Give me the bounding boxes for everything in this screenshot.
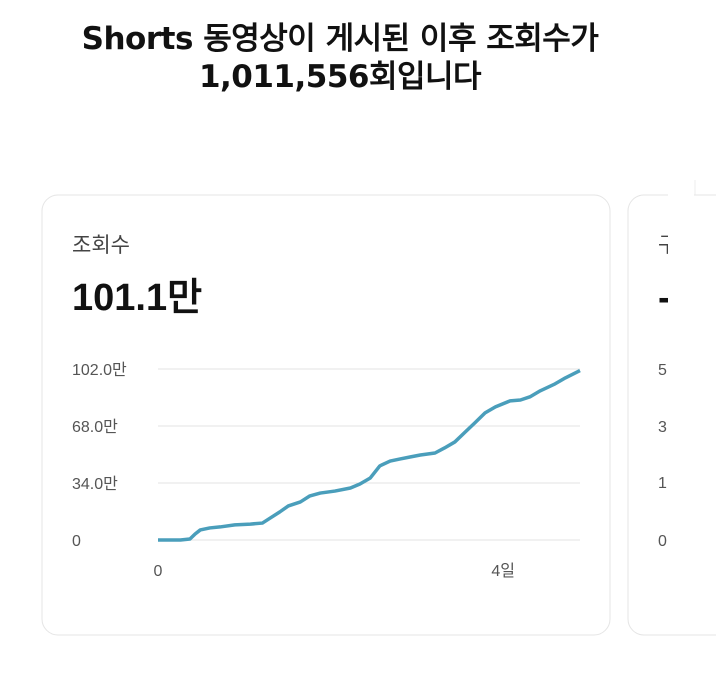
card-value: - xyxy=(658,277,671,319)
y-tick-label: 0 xyxy=(658,533,667,550)
page: Shorts 동영상이 게시된 이후 조회수가 1,011,556회입니다 조회… xyxy=(0,20,716,636)
y-tick-label: 102.0만 xyxy=(72,361,127,379)
y-tick-label: 3 xyxy=(658,419,667,436)
x-tick-label: 4일 xyxy=(491,562,515,580)
card-label: 조회수 xyxy=(72,234,130,257)
title-line: Shorts 동영상이 게시된 이후 조회수가 xyxy=(81,21,599,57)
data-line xyxy=(158,368,581,542)
y-tick-label: 34.0만 xyxy=(72,475,118,493)
title-line: 1,011,556회입니다 xyxy=(198,59,482,95)
y-tick-label: 5 xyxy=(658,362,667,379)
y-tick-label: 0 xyxy=(72,533,81,550)
card-value: 101.1만 xyxy=(72,277,202,319)
y-tick-label: 1 xyxy=(658,475,667,492)
card xyxy=(41,194,611,636)
x-tick-label: 0 xyxy=(154,563,163,580)
clip-mask xyxy=(668,180,694,613)
y-tick-label: 68.0만 xyxy=(72,418,118,436)
page-title: Shorts 동영상이 게시된 이후 조회수가 1,011,556회입니다 xyxy=(0,20,680,96)
